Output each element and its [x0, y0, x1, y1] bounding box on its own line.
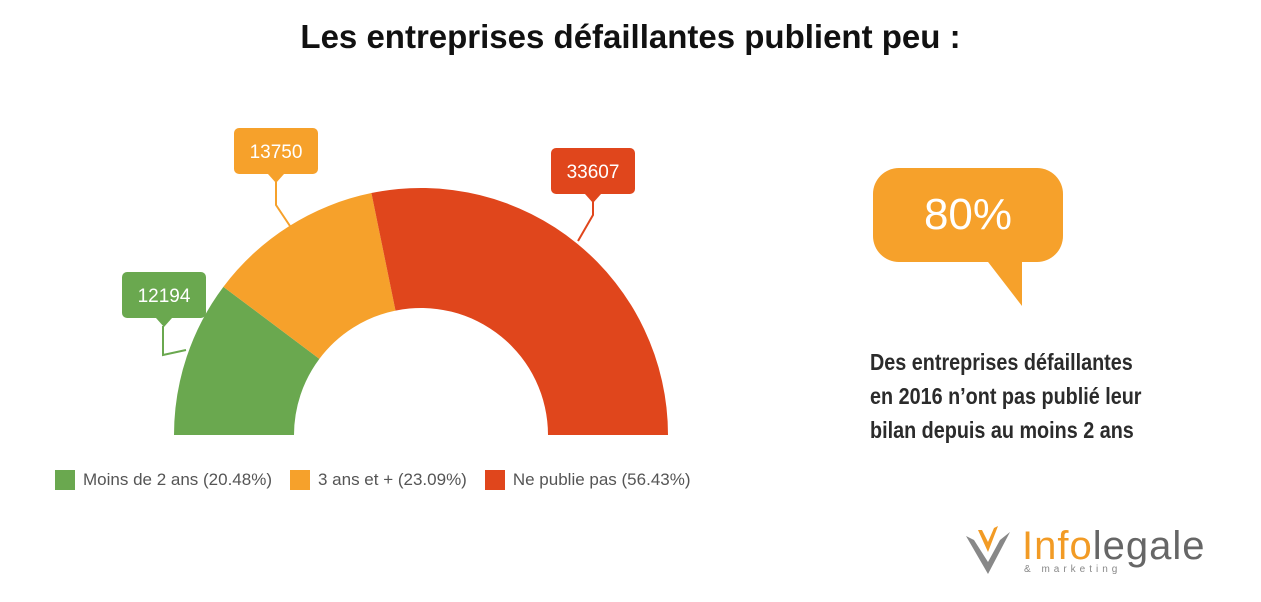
- data-label-pointer: [268, 174, 284, 183]
- data-label: 33607: [567, 162, 620, 183]
- legend-label: Moins de 2 ans (20.48%): [83, 470, 272, 489]
- caption-line: bilan depuis au moins 2 ans: [870, 417, 1134, 443]
- donut-slice: [371, 188, 668, 435]
- legend-item: Ne publie pas (56.43%): [484, 470, 691, 490]
- data-label-box: [122, 272, 206, 318]
- logo-emblem-icon: [966, 526, 1010, 574]
- logo-subtitle: & marketing: [1024, 564, 1122, 575]
- percentage-value: 80%: [923, 190, 1013, 239]
- percentage-bubble: 80%: [873, 168, 1063, 262]
- caption-line: en 2016 n’ont pas publié leur: [870, 383, 1142, 409]
- donut-slice: [174, 286, 320, 435]
- donut-slice: [223, 193, 396, 359]
- data-label-box: [234, 128, 318, 174]
- data-label-connector: [162, 326, 187, 357]
- logo-word-part2: legale: [1092, 524, 1206, 568]
- data-label: 13750: [250, 142, 303, 163]
- data-label-box: [551, 148, 635, 194]
- logo-wordmark: Infolegale: [1022, 524, 1205, 569]
- legend-item: Moins de 2 ans (20.48%): [55, 470, 272, 490]
- page-title: Les entreprises défaillantes publient pe…: [300, 18, 961, 55]
- legend-swatch: [484, 470, 505, 490]
- semi-donut-chart: 12194 13750 33607: [122, 128, 668, 435]
- legend-label: Ne publie pas (56.43%): [512, 470, 691, 489]
- data-label-connector: [275, 182, 291, 227]
- brand-logo: Infolegale & marketing: [960, 520, 1240, 580]
- legend-item: 3 ans et + (23.09%): [290, 470, 467, 490]
- highlight-caption: Des entreprises défaillantes en 2016 n’o…: [870, 345, 1162, 447]
- data-label-pointer: [585, 194, 601, 203]
- legend-swatch: [290, 470, 310, 490]
- logo-word-part1: Info: [1022, 524, 1093, 568]
- legend-label: 3 ans et + (23.09%): [318, 470, 467, 489]
- data-label-pointer: [156, 318, 172, 327]
- caption-line: Des entreprises défaillantes: [870, 349, 1133, 375]
- legend-swatch: [55, 470, 75, 490]
- data-label: 12194: [138, 286, 191, 307]
- chart-legend: Moins de 2 ans (20.48%) 3 ans et + (23.0…: [55, 470, 691, 490]
- data-label-connector: [577, 202, 594, 242]
